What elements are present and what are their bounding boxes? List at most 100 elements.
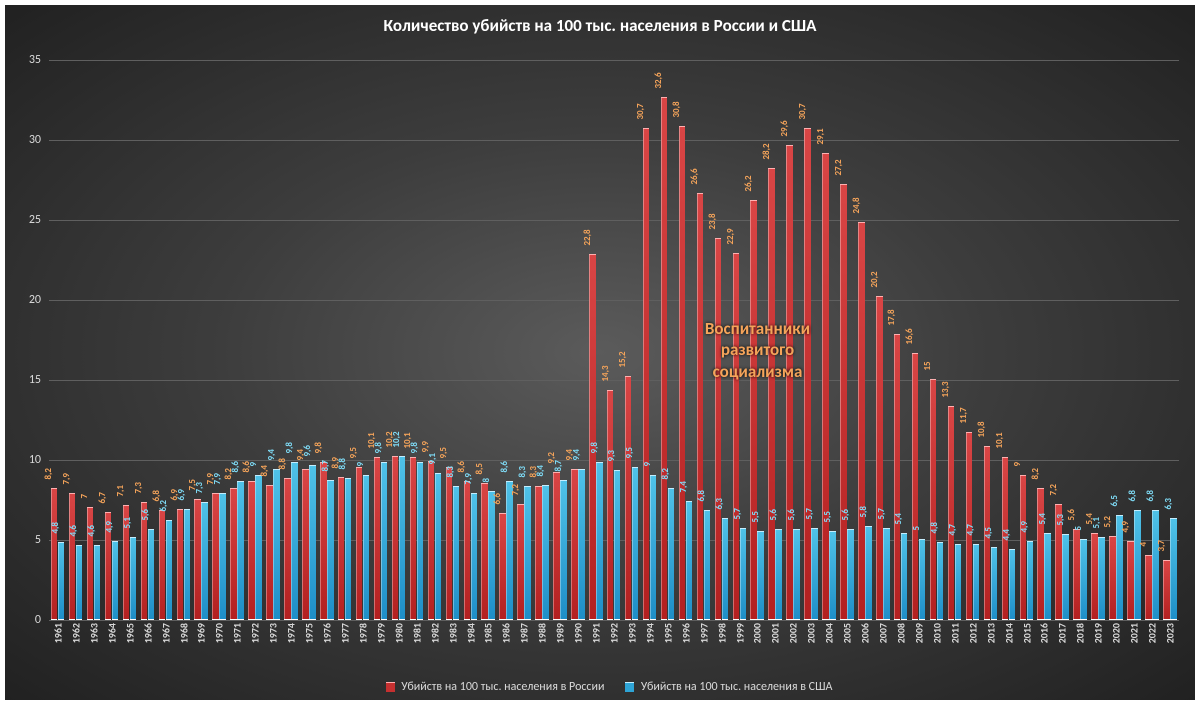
x-tick-label: 2017 <box>1056 623 1069 658</box>
plot-area: 05101520253035 8,24,87,94,674,66,74,97,1… <box>49 60 1179 620</box>
data-label-ru: 11,7 <box>958 407 969 423</box>
data-label-ru: 8,2 <box>1030 468 1041 479</box>
data-label-us: 5,4 <box>893 513 904 524</box>
data-label-ru: 10,8 <box>976 422 987 438</box>
data-label-ru: 30,8 <box>671 102 682 118</box>
x-tick-label: 1978 <box>356 623 369 658</box>
x-tick-label: 1966 <box>141 623 154 658</box>
x-tick-label: 1997 <box>697 623 710 658</box>
x-tick-label: 1991 <box>590 623 603 658</box>
data-label-ru: 6,6 <box>492 493 503 504</box>
data-label-us: 5 <box>911 526 922 531</box>
data-label-us: 9,1 <box>427 453 438 464</box>
y-tick-label: 10 <box>1 453 41 467</box>
x-tick-label: 2012 <box>966 623 979 658</box>
x-tick-label: 1989 <box>554 623 567 658</box>
data-label-ru: 20,2 <box>869 271 880 287</box>
x-tick-label: 2008 <box>894 623 907 658</box>
x-tick-label: 2013 <box>984 623 997 658</box>
data-label-us: 4,7 <box>947 524 958 535</box>
data-label-ru: 9,5 <box>438 447 449 458</box>
x-tick-label: 1962 <box>69 623 82 658</box>
data-label-us: 5,6 <box>786 509 797 520</box>
data-label-ru: 8,6 <box>456 461 467 472</box>
data-label-us: 9,3 <box>606 450 617 461</box>
y-tick-label: 0 <box>1 613 41 627</box>
x-tick-label: 1995 <box>661 623 674 658</box>
data-label-ru: 26,2 <box>743 175 754 191</box>
x-tick-label: 2022 <box>1146 623 1159 658</box>
data-label-us: 7,3 <box>194 482 205 493</box>
data-label-us: 6,3 <box>714 498 725 509</box>
data-label-us: 8,7 <box>553 460 564 471</box>
data-label-us: 5,4 <box>1037 513 1048 524</box>
x-tick-label: 2002 <box>787 623 800 658</box>
data-label-us: 5 <box>1073 526 1084 531</box>
x-tick-label: 2016 <box>1038 623 1051 658</box>
x-tick-label: 2006 <box>859 623 872 658</box>
data-label-ru: 9,5 <box>348 447 359 458</box>
x-tick-label: 2001 <box>769 623 782 658</box>
data-label-ru: 28,2 <box>761 143 772 159</box>
data-label-us: 8,6 <box>230 461 241 472</box>
data-label-ru: 8,5 <box>474 463 485 474</box>
x-tick-label: 1974 <box>285 623 298 658</box>
data-label-us: 8,6 <box>499 461 510 472</box>
data-label-ru: 10,1 <box>994 433 1005 449</box>
x-tick-label: 1984 <box>464 623 477 658</box>
data-label-us: 8,4 <box>535 465 546 476</box>
x-tick-label: 1996 <box>679 623 692 658</box>
x-tick-label: 1977 <box>338 623 351 658</box>
data-label-us: 4,9 <box>104 521 115 532</box>
data-label-us: 5,7 <box>876 508 887 519</box>
data-label-us: 4,8 <box>50 522 61 533</box>
x-tick-label: 2023 <box>1164 623 1177 658</box>
x-tick-label: 2011 <box>948 623 961 658</box>
y-tick-label: 25 <box>1 213 41 227</box>
gridline <box>49 620 1179 621</box>
x-tick-label: 1979 <box>374 623 387 658</box>
y-tick-label: 35 <box>1 53 41 67</box>
data-label-ru: 22,9 <box>725 228 736 244</box>
x-tick-label: 1988 <box>536 623 549 658</box>
x-tick-label: 1983 <box>446 623 459 658</box>
data-label-ru: 30,7 <box>635 103 646 119</box>
data-label-us: 9,8 <box>284 442 295 453</box>
x-tick-label: 1994 <box>643 623 656 658</box>
data-label-ru: 5,6 <box>1066 509 1077 520</box>
annotation-text: Воспитанникиразвитогосоциализма <box>677 318 837 382</box>
legend-label-russia: Убийств на 100 тыс. населения в России <box>401 680 604 694</box>
x-tick-label: 1967 <box>159 623 172 658</box>
legend-swatch-russia <box>386 682 395 692</box>
chart-title: Количество убийств на 100 тыс. населения… <box>5 15 1195 36</box>
x-tick-label: 1993 <box>625 623 638 658</box>
data-label-ru: 22,8 <box>582 230 593 246</box>
data-label-us: 4,6 <box>86 525 97 536</box>
x-tick-label: 1986 <box>500 623 513 658</box>
data-label-us: 5,3 <box>1055 514 1066 525</box>
x-tick-label: 1968 <box>177 623 190 658</box>
data-label-ru: 7,2 <box>510 484 521 495</box>
data-label-us: 8,3 <box>445 466 456 477</box>
x-tick-label: 2019 <box>1092 623 1105 658</box>
data-label-us: 8,8 <box>337 458 348 469</box>
data-label-ru: 7,9 <box>61 473 72 484</box>
data-label-us: 6,8 <box>1145 490 1156 501</box>
y-tick-label: 20 <box>1 293 41 307</box>
data-label-ru: 14,3 <box>600 366 611 382</box>
x-tick-label: 1999 <box>733 623 746 658</box>
data-label-us: 4,6 <box>68 525 79 536</box>
x-tick-label: 1998 <box>715 623 728 658</box>
data-label-us: 9,5 <box>624 447 635 458</box>
x-tick-label: 2018 <box>1074 623 1087 658</box>
data-label-ru: 8,8 <box>277 458 288 469</box>
data-label-us: 5,1 <box>122 517 133 528</box>
data-label-us: 5,7 <box>804 508 815 519</box>
data-label-us: 5,7 <box>732 508 743 519</box>
x-tick-label: 1972 <box>249 623 262 658</box>
data-label-ru: 32,6 <box>653 73 664 89</box>
data-label-us: 10,2 <box>391 431 402 447</box>
x-tick-label: 1982 <box>428 623 441 658</box>
data-label-us: 6,5 <box>1109 495 1120 506</box>
data-label-ru: 7,1 <box>115 485 126 496</box>
